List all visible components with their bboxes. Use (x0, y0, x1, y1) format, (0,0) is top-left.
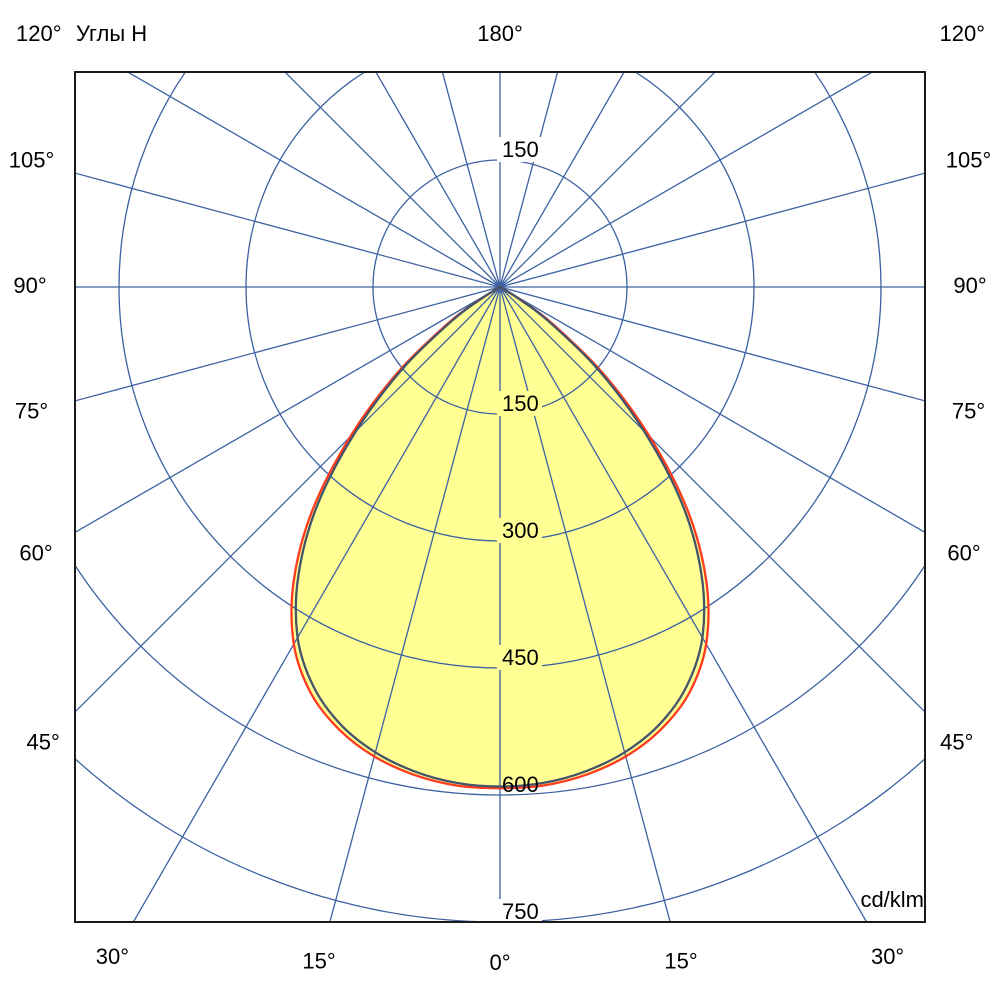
plot-border (74, 71, 926, 923)
grid-ray (375, 72, 501, 288)
radial-tick-label: 450 (502, 645, 539, 670)
top-right-angle-label: 120° (939, 21, 985, 46)
angle-label-left: 45° (27, 730, 60, 755)
radial-tick-label: 150 (502, 137, 539, 162)
grid-ray (499, 72, 716, 288)
grid-ray (499, 286, 868, 922)
grid-ray (126, 72, 501, 288)
grid-ray (499, 286, 925, 534)
grid-ray (329, 286, 501, 922)
radial-tick-label: 300 (502, 518, 539, 543)
grid-ray (75, 286, 501, 402)
tick-label-mask (497, 899, 542, 924)
grid-ray (132, 286, 501, 922)
unit-label: cd/klm (860, 887, 924, 912)
top-center-angle-label: 180° (477, 21, 523, 46)
angle-label-right: 75° (952, 398, 985, 423)
grid-ray (499, 286, 925, 713)
radial-tick-label: 150 (502, 391, 539, 416)
intensity-curve-red (290, 285, 710, 790)
top-left-angle-label: 120° (16, 21, 62, 46)
angle-label-right: 60° (947, 541, 980, 566)
grid-ray (499, 286, 925, 402)
angle-label-right: 90° (953, 273, 986, 298)
page-title: Углы H (76, 21, 148, 46)
grid-ray (499, 286, 671, 922)
grid-ray (499, 72, 874, 288)
grid-ray (75, 286, 501, 534)
grid-ray (499, 172, 925, 288)
radial-tick-label: 600 (502, 772, 539, 797)
angle-label-left: 105° (9, 147, 55, 172)
tick-label-mask (497, 645, 542, 670)
angle-label-left: 75° (15, 398, 48, 423)
intensity-curve-dark (294, 285, 706, 788)
tick-label-mask (497, 518, 542, 543)
angle-label-left: 90° (13, 273, 46, 298)
grid-ray (75, 286, 501, 713)
angle-label-bottom: 30° (96, 944, 129, 969)
angle-label-bottom: 15° (302, 948, 335, 973)
angle-label-bottom: 15° (664, 948, 697, 973)
radial-tick-label: 750 (502, 899, 539, 924)
angle-label-right: 45° (940, 730, 973, 755)
tick-label-mask (497, 137, 542, 162)
grid-ray (499, 72, 625, 288)
grid-ray (75, 172, 501, 288)
angle-label-right: 105° (946, 147, 992, 172)
angle-label-bottom: 0° (489, 950, 510, 975)
grid-ray (284, 72, 501, 288)
tick-label-mask (497, 391, 542, 416)
angle-label-bottom: 30° (871, 944, 904, 969)
angle-label-left: 60° (19, 541, 52, 566)
